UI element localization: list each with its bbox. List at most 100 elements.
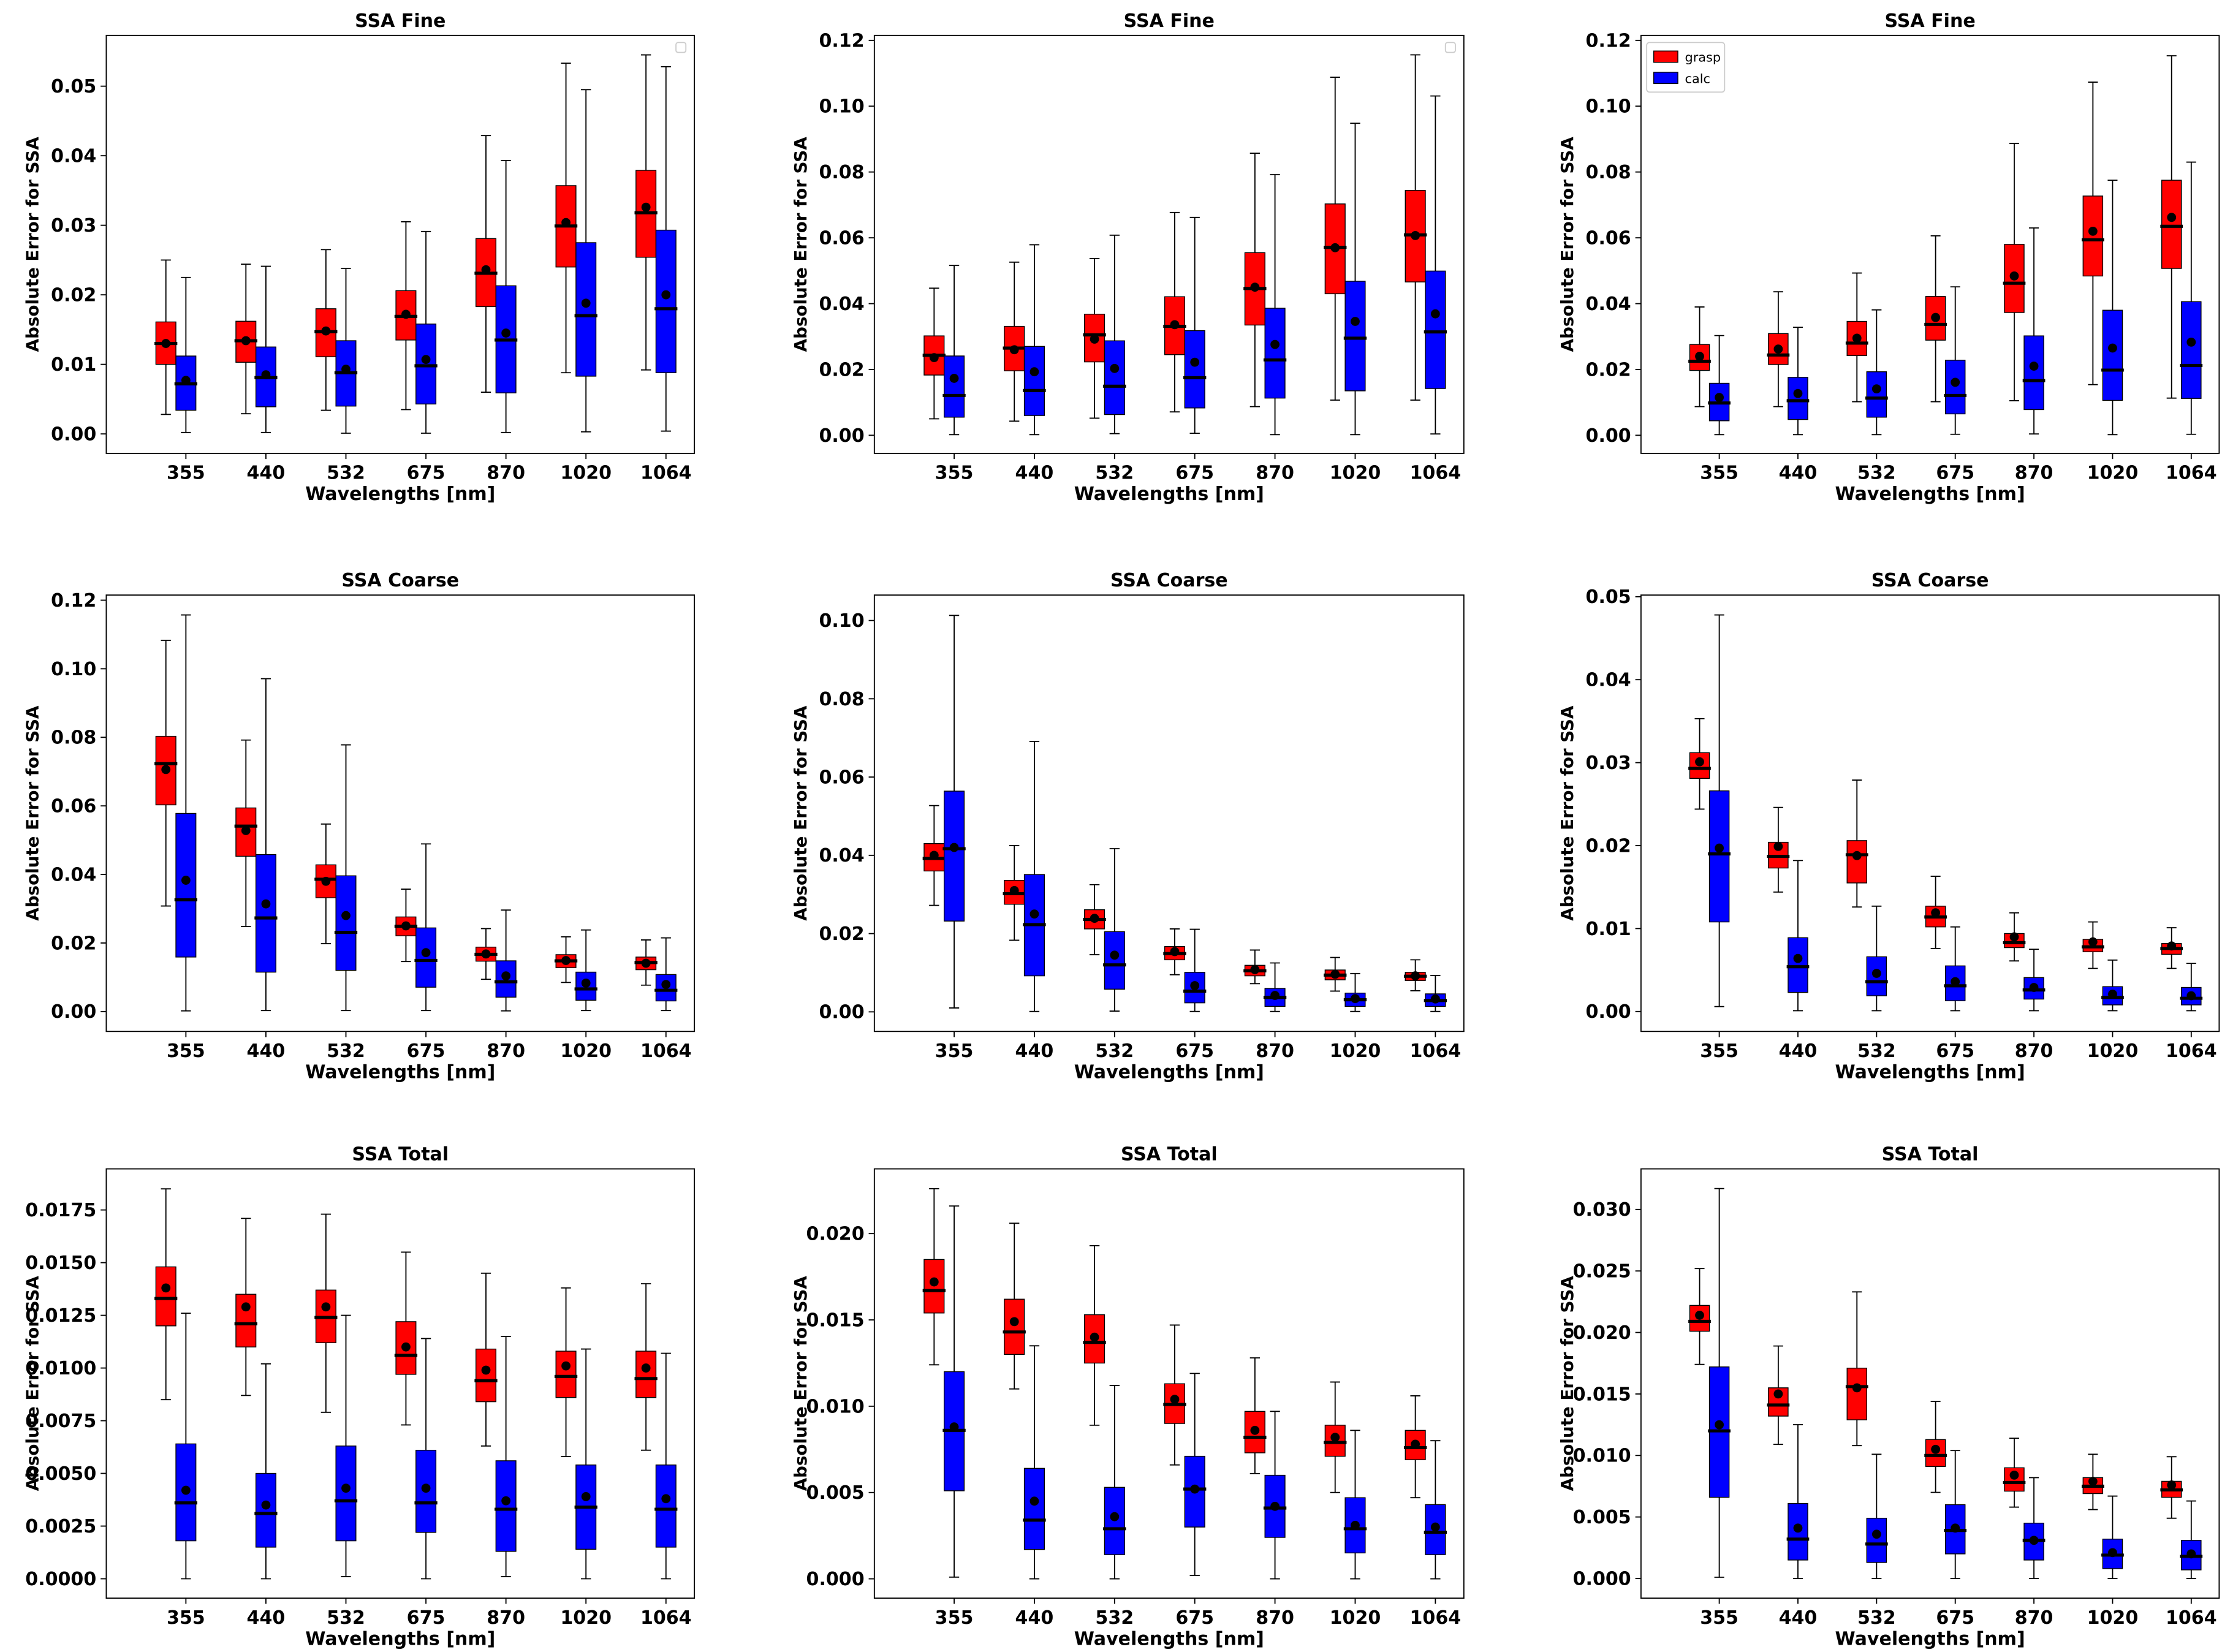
y-tick-label: 0.0025 xyxy=(25,1516,96,1537)
mean-marker xyxy=(1250,282,1260,292)
x-tick-label: 1020 xyxy=(1330,1607,1381,1629)
calc-box-440 xyxy=(254,1363,278,1580)
iqr-box xyxy=(2181,301,2202,399)
grasp-box-355 xyxy=(922,1188,946,1366)
iqr-box xyxy=(1184,972,1205,1004)
legend-label-calc: calc xyxy=(1685,71,1710,86)
y-tick-label: 0.05 xyxy=(1586,586,1631,608)
x-tick-label: 532 xyxy=(1857,463,1896,484)
x-tick-label: 870 xyxy=(487,1040,525,1062)
mean-marker xyxy=(561,1361,571,1371)
y-tick-label: 0.02 xyxy=(819,359,864,381)
y-tick-label: 0.04 xyxy=(819,845,864,866)
mean-marker xyxy=(241,1302,251,1312)
grasp-box-355 xyxy=(922,287,946,420)
grasp-box-440 xyxy=(234,1218,257,1396)
x-tick-label: 1064 xyxy=(2166,1607,2217,1629)
x-tick-label: 675 xyxy=(407,1607,446,1629)
mean-marker xyxy=(1190,981,1200,990)
mean-marker xyxy=(1170,320,1180,330)
y-tick-label: 0.02 xyxy=(1586,359,1631,381)
mean-marker xyxy=(481,949,491,959)
mean-marker xyxy=(949,1422,959,1432)
grasp-box-440 xyxy=(234,739,257,928)
iqr-box xyxy=(1846,840,1867,884)
calc-box-532 xyxy=(334,268,358,434)
y-tick-label: 0.0075 xyxy=(25,1411,96,1432)
iqr-box xyxy=(2102,309,2123,401)
mean-marker xyxy=(501,971,511,981)
y-tick-label: 0.0125 xyxy=(25,1305,96,1327)
mean-marker xyxy=(1871,384,1881,394)
iqr-box xyxy=(1788,1502,1808,1561)
calc-box-1064 xyxy=(1424,95,1447,435)
mean-marker xyxy=(2088,1477,2098,1486)
x-tick-label: 870 xyxy=(2015,1040,2053,1062)
mean-marker xyxy=(1695,757,1704,767)
x-tick-label: 1064 xyxy=(2166,1040,2217,1062)
grasp-box-870 xyxy=(2003,912,2026,962)
grasp-box-440 xyxy=(1767,806,1790,893)
grasp-box-1064 xyxy=(634,1283,658,1451)
iqr-box xyxy=(495,1460,517,1552)
calc-box-355 xyxy=(174,276,197,433)
x-axis-label: Wavelengths [nm] xyxy=(1835,483,2025,505)
calc-box-675 xyxy=(1183,1373,1207,1576)
mean-marker xyxy=(481,265,491,275)
x-tick-label: 355 xyxy=(1700,1040,1739,1062)
mean-marker xyxy=(1773,841,1783,851)
chart-title: SSA Total xyxy=(1882,1144,1979,1165)
y-axis-label: Absolute Error for SSA xyxy=(22,1276,42,1491)
grasp-box-440 xyxy=(234,263,257,415)
calc-box-675 xyxy=(1183,216,1207,434)
grasp-box-1020 xyxy=(1324,77,1347,401)
x-tick-label: 532 xyxy=(1857,1607,1896,1629)
grasp-box-870 xyxy=(1243,153,1267,407)
calc-box-870 xyxy=(2022,1477,2046,1579)
grasp-box-440 xyxy=(1003,1222,1026,1390)
subplot-7: SSA Total 0.0000 0.0025 0.0050 0.0075 0.0100 0… xyxy=(22,1144,696,1650)
mean-marker xyxy=(241,336,251,346)
calc-box-1064 xyxy=(2180,1500,2203,1579)
mean-marker xyxy=(481,1365,491,1375)
calc-box-355 xyxy=(174,614,197,1012)
y-tick-label: 0.015 xyxy=(806,1309,865,1331)
mean-marker xyxy=(581,298,591,308)
mean-marker xyxy=(2029,1536,2039,1545)
mean-marker xyxy=(929,353,939,363)
x-axis-label: Wavelengths [nm] xyxy=(1835,1062,2025,1083)
x-tick-label: 532 xyxy=(327,463,365,484)
iqr-box xyxy=(943,355,965,418)
calc-box-440 xyxy=(1023,1345,1046,1580)
mean-marker xyxy=(1773,344,1783,354)
iqr-box xyxy=(575,242,597,377)
legend-swatch-calc xyxy=(1653,72,1678,85)
x-tick-label: 532 xyxy=(1095,1607,1134,1629)
calc-box-532 xyxy=(334,744,358,1012)
chart-title: SSA Fine xyxy=(1884,10,1975,32)
mean-marker xyxy=(1871,1529,1881,1539)
calc-box-870 xyxy=(494,909,518,1012)
mean-marker xyxy=(1351,317,1360,326)
grasp-box-532 xyxy=(1083,1245,1106,1426)
y-axis-label: Absolute Error for SSA xyxy=(1557,1276,1577,1491)
y-tick-label: 0.04 xyxy=(819,294,864,315)
chart-title: SSA Fine xyxy=(355,10,446,32)
mean-marker xyxy=(1430,994,1440,1004)
iqr-box xyxy=(335,875,357,971)
x-tick-label: 870 xyxy=(1256,1607,1294,1629)
mean-marker xyxy=(949,374,959,383)
x-tick-label: 675 xyxy=(407,1040,446,1062)
x-tick-label: 532 xyxy=(1095,463,1134,484)
calc-box-532 xyxy=(334,1314,358,1577)
grasp-box-675 xyxy=(394,221,418,411)
y-tick-label: 0.10 xyxy=(819,96,864,118)
mean-marker xyxy=(1773,1389,1783,1399)
mean-marker xyxy=(341,911,351,920)
grasp-box-532 xyxy=(1845,272,1868,403)
y-tick-label: 0.08 xyxy=(819,162,864,183)
mean-marker xyxy=(1190,1484,1200,1494)
chart-title: SSA Coarse xyxy=(341,570,459,591)
calc-box-870 xyxy=(2022,949,2046,1012)
